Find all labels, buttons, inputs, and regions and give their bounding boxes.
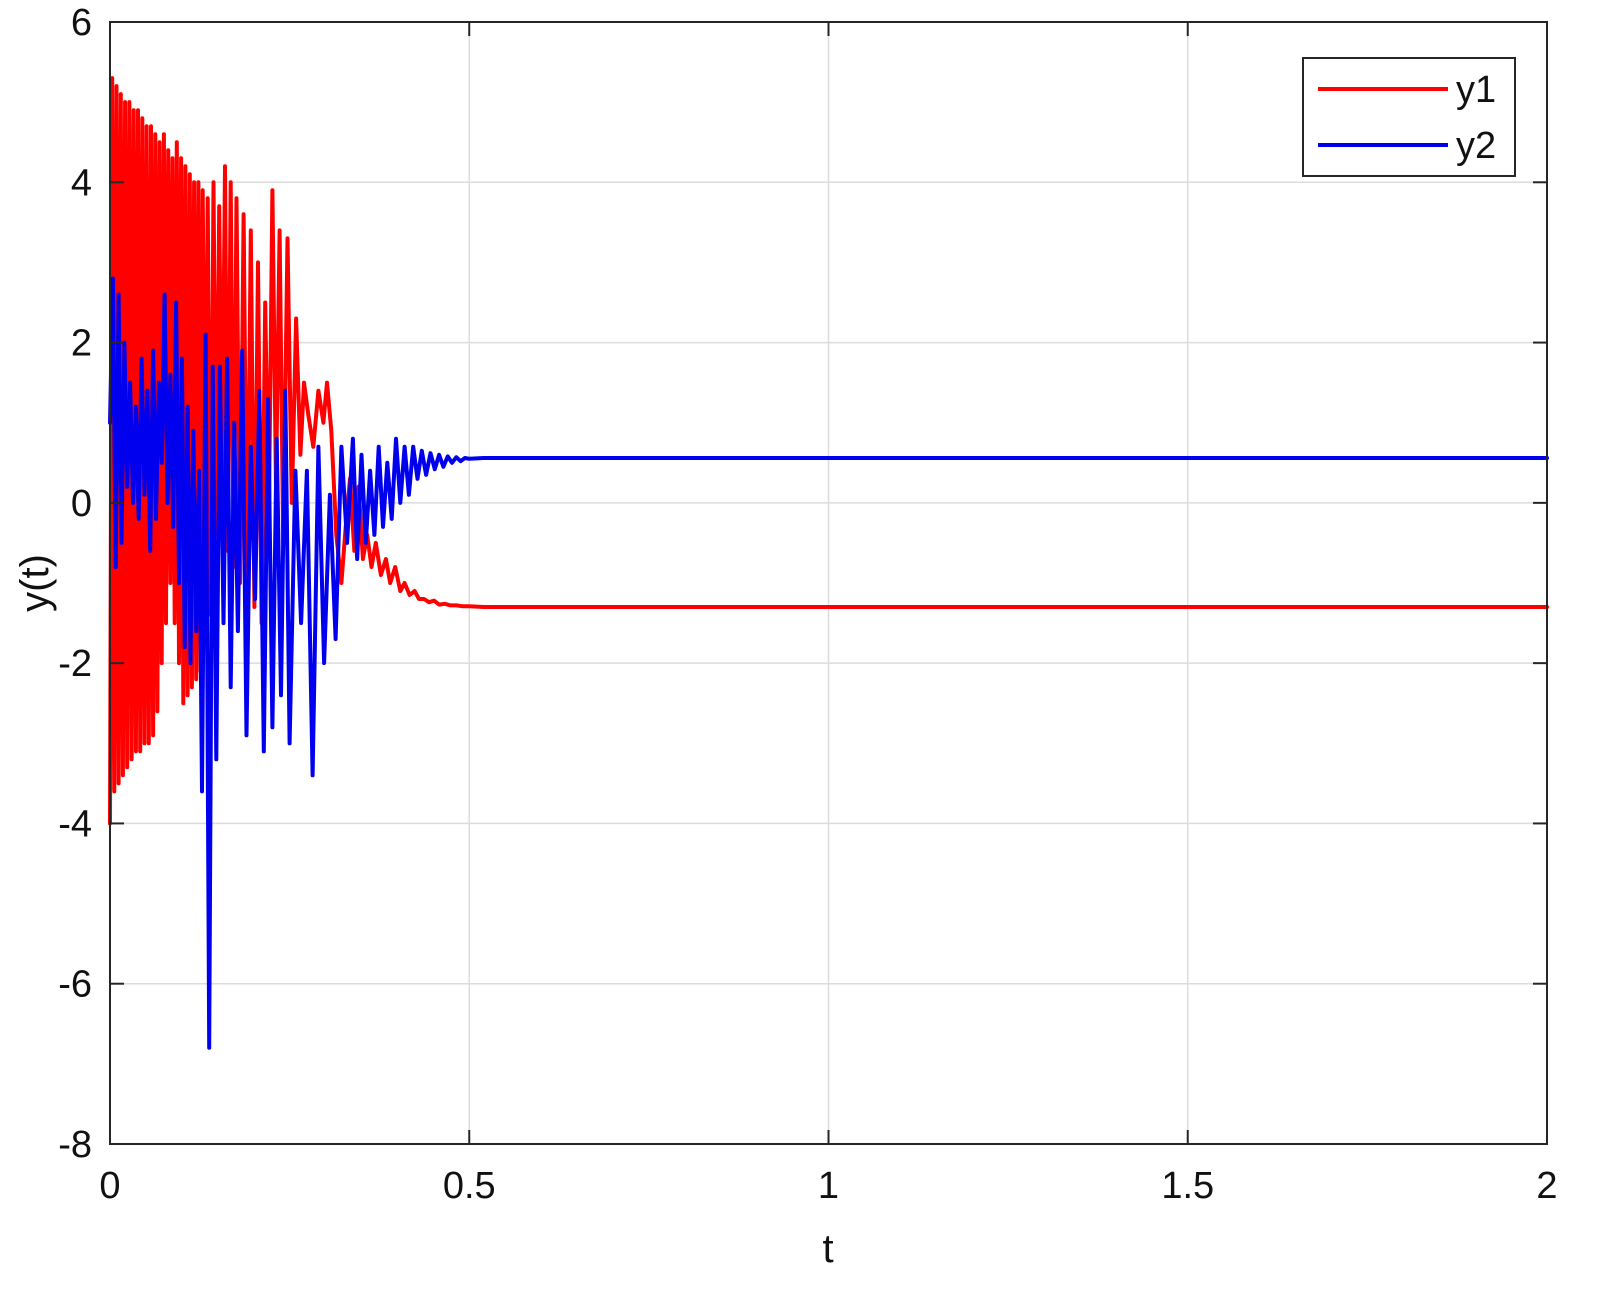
y-tick-label: -6 bbox=[58, 964, 92, 1006]
x-tick-label: 1.5 bbox=[1161, 1165, 1214, 1207]
y-tick-label: 0 bbox=[71, 483, 92, 525]
x-tick-label: 0 bbox=[99, 1165, 120, 1207]
x-tick-label: 2 bbox=[1536, 1165, 1557, 1207]
y-tick-label: -8 bbox=[58, 1124, 92, 1166]
y-axis-label: y(t) bbox=[13, 554, 57, 612]
y-tick-label: -2 bbox=[58, 643, 92, 685]
legend-label-y2: y2 bbox=[1456, 125, 1496, 167]
axis-ticks bbox=[109, 21, 1548, 1145]
x-tick-label: 1 bbox=[818, 1165, 839, 1207]
legend: y1 y2 bbox=[1302, 57, 1516, 177]
y-tick-label: 2 bbox=[71, 323, 92, 365]
series-lines bbox=[108, 76, 1549, 1050]
y-tick-label: -4 bbox=[58, 803, 92, 845]
y-tick-label: 4 bbox=[71, 162, 92, 204]
x-tick-labels: 0 0.5 1 1.5 2 bbox=[99, 1165, 1557, 1207]
x-axis-label: t bbox=[822, 1227, 833, 1271]
y-tick-label: 6 bbox=[71, 2, 92, 44]
series-line-y2 bbox=[108, 276, 1549, 1050]
y-tick-labels: -8 -6 -4 -2 0 2 4 6 bbox=[58, 2, 92, 1166]
legend-box bbox=[1302, 57, 1516, 177]
x-tick-label: 0.5 bbox=[443, 1165, 496, 1207]
legend-label-y1: y1 bbox=[1456, 69, 1496, 111]
